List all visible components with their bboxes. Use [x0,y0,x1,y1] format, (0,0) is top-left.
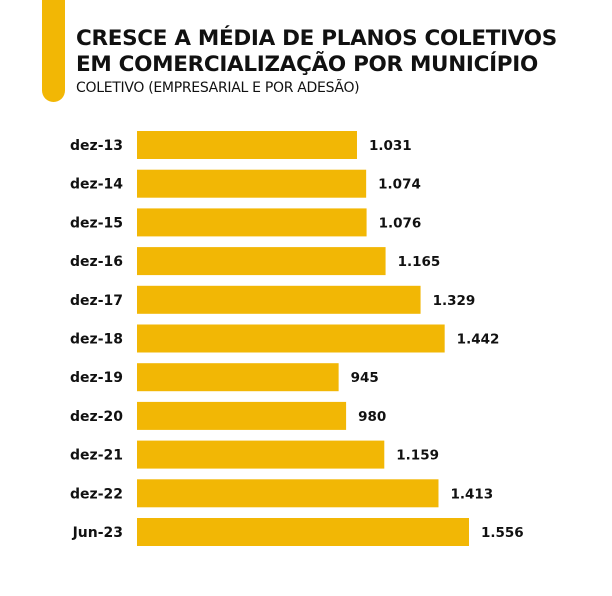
category-label: dez-17 [70,293,123,309]
value-label: 1.031 [369,138,412,154]
value-label: 1.329 [433,293,476,309]
bar-dez-13 [137,131,357,159]
value-label: 1.413 [450,486,493,502]
category-label: dez-13 [70,138,123,154]
bar-dez-17 [137,285,421,314]
chart-subtitle: COLETIVO (EMPRESARIAL E POR ADESÃO) [76,80,360,96]
bar-dez-21 [137,440,385,469]
value-label: 1.165 [398,254,441,270]
category-label: dez-19 [70,370,123,386]
accent-bar [42,0,65,102]
bar-dez-14 [137,169,367,198]
category-label: Jun-23 [72,525,123,541]
category-label: dez-16 [70,254,123,270]
category-label: dez-14 [70,177,123,193]
value-label: 1.442 [457,332,500,348]
value-label: 945 [351,370,379,386]
bar-dez-20 [137,401,347,430]
value-label: 1.076 [379,215,422,231]
value-label: 1.074 [378,177,421,193]
category-label: dez-15 [70,215,123,231]
bar-dez-19 [137,363,339,392]
bar-dez-22 [137,479,439,508]
title-line-2: EM COMERCIALIZAÇÃO POR MUNICÍPIO [76,52,538,77]
category-label: dez-22 [70,486,123,502]
category-label: dez-21 [70,448,123,464]
category-label: dez-20 [70,409,123,425]
value-label: 980 [358,409,386,425]
bar-Jun-23 [137,518,469,546]
bar-dez-15 [137,208,367,237]
chart-title: CRESCE A MÉDIA DE PLANOS COLETIVOS EM CO… [76,26,557,78]
bar-dez-16 [137,247,386,276]
category-label: dez-18 [70,332,123,348]
value-label: 1.556 [481,525,524,541]
title-line-1: CRESCE A MÉDIA DE PLANOS COLETIVOS [76,26,557,51]
value-label: 1.159 [396,448,439,464]
bar-dez-18 [137,324,445,353]
